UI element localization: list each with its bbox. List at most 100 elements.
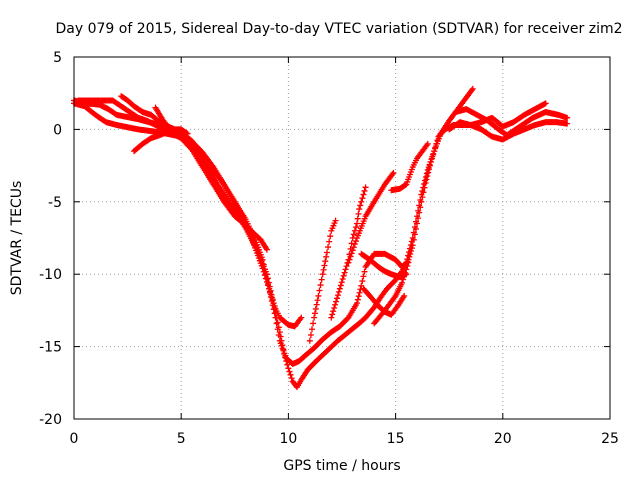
data-point xyxy=(350,231,357,238)
data-point xyxy=(273,320,280,327)
data-point xyxy=(346,256,353,263)
data-point xyxy=(407,242,414,249)
y-tick-label: -15 xyxy=(39,340,62,356)
data-point xyxy=(347,253,354,260)
data-point xyxy=(287,371,294,378)
data-point xyxy=(326,238,333,245)
data-point xyxy=(335,288,342,295)
x-tick-label: 10 xyxy=(279,431,297,447)
series-track xyxy=(446,100,549,133)
data-point xyxy=(310,320,317,327)
data-point xyxy=(325,244,332,251)
series-track xyxy=(452,106,571,139)
data-point xyxy=(423,170,430,177)
data-point xyxy=(354,220,361,227)
data-point xyxy=(358,198,365,205)
data-point xyxy=(411,224,418,231)
series-track xyxy=(152,104,191,137)
data-point xyxy=(330,308,337,315)
data-point xyxy=(315,292,322,299)
data-point xyxy=(323,253,330,260)
data-points xyxy=(71,85,571,391)
data-point xyxy=(402,269,409,276)
data-point xyxy=(359,195,366,202)
data-point xyxy=(337,282,344,289)
data-point xyxy=(269,297,276,304)
data-point xyxy=(263,246,270,253)
data-point xyxy=(263,278,270,285)
y-tick-label: 0 xyxy=(53,122,62,138)
data-point xyxy=(316,287,323,294)
data-point xyxy=(331,304,338,311)
data-point xyxy=(417,196,424,203)
data-point xyxy=(333,295,340,302)
data-point xyxy=(333,298,340,305)
data-point xyxy=(260,268,267,275)
data-point xyxy=(360,273,367,280)
data-point xyxy=(362,184,369,191)
y-tick-label: -20 xyxy=(39,412,62,428)
data-point xyxy=(318,276,325,283)
data-point xyxy=(321,262,328,269)
data-point xyxy=(262,275,269,282)
data-point xyxy=(404,262,411,269)
data-point xyxy=(564,120,571,127)
data-point xyxy=(424,166,431,173)
data-point xyxy=(542,100,549,107)
data-point xyxy=(311,310,318,317)
axis-ticks: 0 5 10 15 20 25 -20 -15 -10 -5 0 5 xyxy=(39,50,619,447)
data-point xyxy=(354,300,361,307)
data-point xyxy=(416,202,423,209)
data-point xyxy=(320,266,327,273)
data-point xyxy=(342,266,349,273)
data-point xyxy=(428,156,435,163)
data-point xyxy=(275,332,282,339)
data-point xyxy=(268,294,275,301)
data-point xyxy=(334,292,341,299)
y-tick-label: -5 xyxy=(48,195,62,211)
data-point xyxy=(425,164,432,171)
data-point xyxy=(349,247,356,254)
data-point xyxy=(284,361,291,368)
data-point xyxy=(267,288,274,295)
data-point xyxy=(336,285,343,292)
data-point xyxy=(351,227,358,234)
data-point xyxy=(183,130,190,137)
data-point xyxy=(306,337,313,344)
data-point xyxy=(288,375,295,382)
data-point xyxy=(352,224,359,231)
data-point xyxy=(404,256,411,263)
data-point xyxy=(357,202,364,209)
series-track xyxy=(345,169,397,266)
data-point xyxy=(356,206,363,213)
data-point xyxy=(308,326,315,333)
data-point xyxy=(468,87,475,94)
data-point xyxy=(422,173,429,180)
data-point xyxy=(323,249,330,256)
data-point xyxy=(350,244,357,251)
x-axis-label: GPS time / hours xyxy=(283,458,400,474)
data-point xyxy=(274,319,281,326)
data-point xyxy=(307,332,314,339)
data-point xyxy=(401,292,408,299)
data-point xyxy=(329,311,336,318)
data-point xyxy=(359,278,366,285)
data-point xyxy=(430,150,437,157)
data-point xyxy=(274,326,281,333)
data-point xyxy=(564,114,571,121)
data-point xyxy=(415,207,422,214)
data-point xyxy=(405,259,412,266)
series-track xyxy=(131,126,176,155)
data-point xyxy=(314,297,321,304)
data-point xyxy=(271,303,278,310)
data-point xyxy=(312,305,319,312)
data-point xyxy=(361,187,368,194)
data-point xyxy=(355,293,362,300)
data-point xyxy=(412,218,419,225)
data-point xyxy=(311,314,318,321)
data-point xyxy=(340,272,347,279)
data-point xyxy=(400,276,407,283)
plot-frame xyxy=(73,56,611,420)
